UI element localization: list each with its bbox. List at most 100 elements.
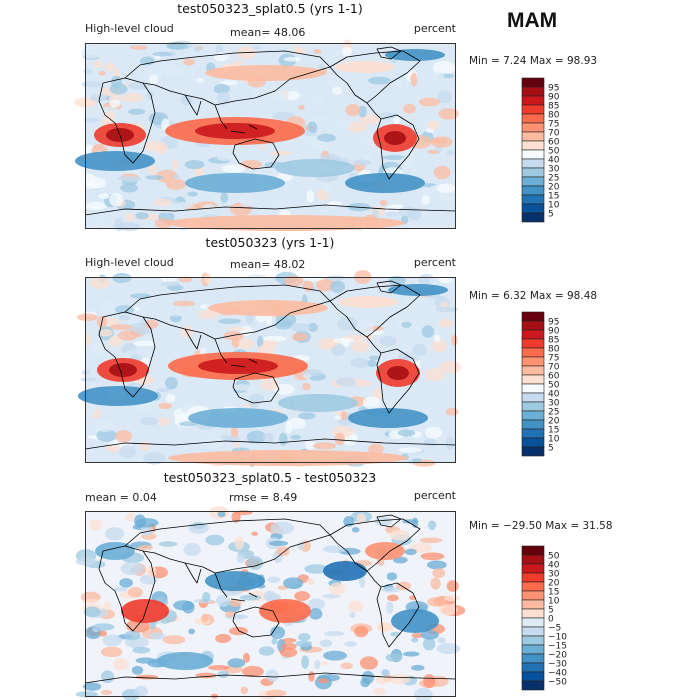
panel-3-right-label: percent (413, 489, 456, 502)
colorbar-tick-label: 5 (548, 606, 554, 616)
field-blobs (75, 505, 466, 700)
colorbar-box (521, 320, 545, 331)
colorbar-tick-label: 40 (548, 561, 560, 571)
colorbar-box (521, 635, 545, 646)
panel-1-min-max: Min = 7.24 Max = 98.93 (469, 55, 598, 67)
colorbar-box (521, 383, 545, 394)
colorbar-box (521, 446, 545, 457)
colorbar-box (521, 410, 545, 421)
colorbar-box (521, 194, 545, 205)
colorbar-tick-label: −50 (548, 678, 567, 688)
colorbar-box (521, 374, 545, 385)
colorbar-box (521, 176, 545, 187)
colorbar-tick-label: 75 (548, 354, 559, 364)
colorbar-tick-label: 5 (548, 210, 554, 220)
colorbar-box (521, 95, 545, 106)
colorbar-tick-label: 40 (548, 156, 560, 166)
panel-1-map (74, 39, 459, 232)
colorbar-tick-label: 85 (548, 102, 559, 112)
colorbar-box (521, 203, 545, 214)
panel-2-title: test050323 (yrs 1-1) (205, 235, 335, 250)
colorbar-tick-label: 15 (548, 588, 559, 598)
colorbar-tick-label: 30 (548, 570, 560, 580)
panel-2-center-label: mean= 48.02 (230, 258, 306, 271)
colorbar-box (521, 662, 545, 673)
colorbar-tick-label: −40 (548, 669, 567, 679)
colorbar-box (521, 653, 545, 664)
colorbar-box (521, 626, 545, 637)
map-frame (85, 511, 456, 697)
colorbar-box (521, 131, 545, 142)
colorbar-box (521, 77, 545, 88)
colorbar-tick-label: 0 (548, 615, 554, 625)
panel-3-map (75, 505, 466, 700)
colorbar-tick-label: 60 (548, 138, 560, 148)
colorbar-box (521, 311, 545, 322)
colorbar-box (521, 401, 545, 412)
colorbar-tick-label: 50 (548, 552, 560, 562)
colorbar-box (521, 680, 545, 691)
colorbar-tick-label: 75 (548, 120, 559, 130)
coastlines (84, 46, 457, 216)
panel-1-center-label: mean= 48.06 (230, 26, 306, 39)
colorbar-box (521, 158, 545, 169)
colorbar-tick-label: 25 (548, 408, 559, 418)
colorbar-box (521, 428, 545, 439)
map-frame (85, 43, 456, 229)
colorbar-tick-label: 5 (548, 444, 554, 454)
colorbar-tick-label: −15 (548, 642, 567, 652)
panel-3-min-max: Min = −29.50 Max = 31.58 (469, 520, 613, 532)
colorbar-box (521, 581, 545, 592)
colorbar-box (521, 365, 545, 376)
colorbar-tick-label: 90 (548, 327, 560, 337)
colorbar-tick-label: 70 (548, 363, 560, 373)
panel-3-title: test050323_splat0.5 - test050323 (163, 470, 377, 485)
colorbar-box (521, 122, 545, 133)
colorbar-tick-label: 60 (548, 372, 560, 382)
panel-3-center-label: rmse = 8.49 (229, 491, 298, 504)
colorbar-tick-label: 10 (548, 201, 560, 211)
colorbar-tick-label: 95 (548, 318, 559, 328)
colorbar-tick-label: 80 (548, 111, 560, 121)
colorbar-tick-label: 20 (548, 417, 560, 427)
colorbar-box (521, 437, 545, 448)
colorbar-tick-label: −5 (548, 624, 561, 634)
colorbar-tick-label: 20 (548, 579, 560, 589)
colorbar-tick-label: −10 (548, 633, 567, 643)
colorbar-box (521, 113, 545, 124)
panel-2-left-label: High-level cloud (85, 256, 174, 269)
colorbar-tick-label: 25 (548, 174, 559, 184)
colorbar-box (521, 149, 545, 160)
colorbar-tick-label: 90 (548, 93, 560, 103)
colorbar-tick-label: 10 (548, 597, 560, 607)
colorbar-tick-label: 70 (548, 129, 560, 139)
colorbar-tick-label: 15 (548, 192, 559, 202)
colorbar-box (521, 212, 545, 223)
colorbar-box (521, 140, 545, 151)
colorbar-box (521, 356, 545, 367)
colorbar-box (521, 392, 545, 403)
colorbar-box (521, 644, 545, 655)
colorbar-tick-label: 20 (548, 183, 560, 193)
colorbar-box (521, 419, 545, 430)
colorbar-tick-label: 50 (548, 381, 560, 391)
colorbar-box (521, 338, 545, 349)
colorbar-box (521, 563, 545, 574)
panel-1-right-label: percent (413, 22, 456, 35)
field-blobs (74, 39, 459, 232)
panel-2-map (77, 270, 462, 468)
colorbar-tick-label: 10 (548, 435, 560, 445)
colorbar-box (521, 590, 545, 601)
colorbar-box (521, 608, 545, 619)
colorbar-box (521, 671, 545, 682)
colorbar-tick-label: 80 (548, 345, 560, 355)
colorbar-box (521, 329, 545, 340)
colorbar-box (521, 104, 545, 115)
colorbar-box (521, 572, 545, 583)
colorbar-tick-label: 40 (548, 390, 560, 400)
colorbar-tick-label: −30 (548, 660, 567, 670)
panel-1-left-label: High-level cloud (85, 22, 174, 35)
